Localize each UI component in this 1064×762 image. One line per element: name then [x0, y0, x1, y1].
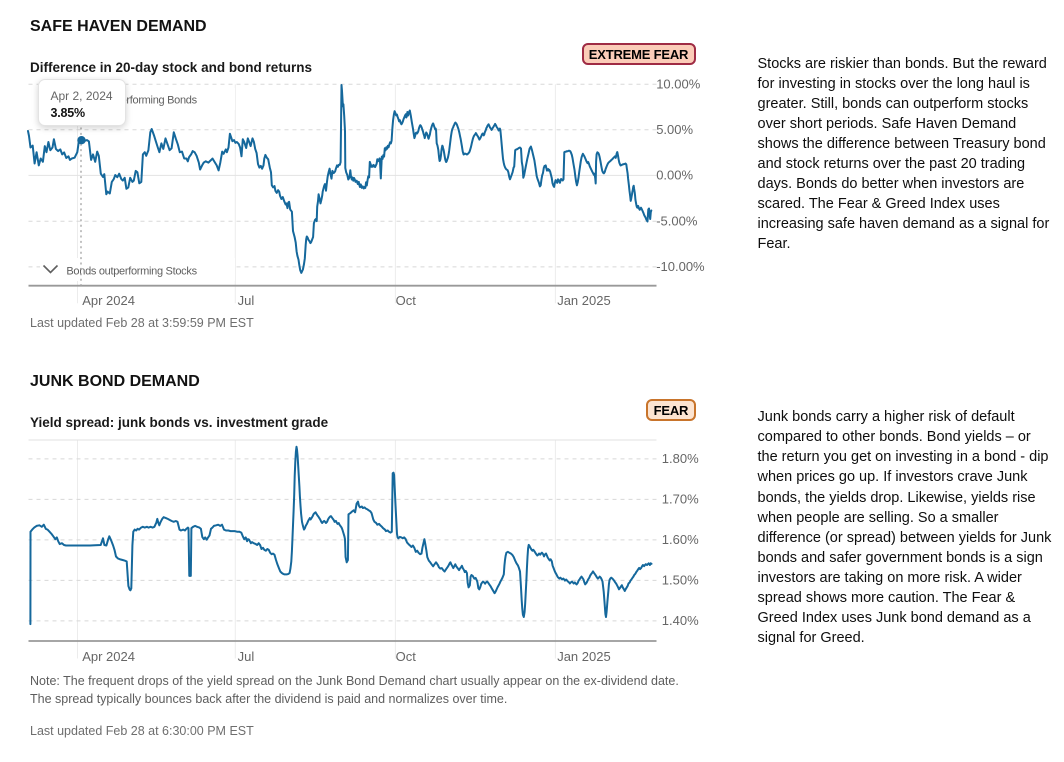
- svg-text:Jul: Jul: [238, 293, 255, 308]
- svg-text:5.00%: 5.00%: [656, 122, 693, 137]
- svg-text:Apr 2024: Apr 2024: [82, 649, 135, 664]
- svg-text:Apr 2024: Apr 2024: [82, 293, 135, 308]
- svg-text:Jul: Jul: [238, 649, 255, 664]
- svg-text:1.80%: 1.80%: [662, 451, 699, 466]
- svg-text:-5.00%: -5.00%: [656, 213, 698, 228]
- svg-text:10.00%: 10.00%: [656, 77, 701, 92]
- svg-text:Jan 2025: Jan 2025: [557, 293, 611, 308]
- svg-text:Jan 2025: Jan 2025: [557, 649, 611, 664]
- svg-text:-10.00%: -10.00%: [656, 259, 705, 274]
- svg-text:Bonds outperforming Stocks: Bonds outperforming Stocks: [66, 265, 197, 277]
- svg-text:Oct: Oct: [396, 293, 417, 308]
- svg-text:1.40%: 1.40%: [662, 613, 699, 628]
- svg-text:0.00%: 0.00%: [656, 168, 693, 183]
- svg-text:1.70%: 1.70%: [662, 492, 699, 507]
- svg-text:Oct: Oct: [396, 649, 417, 664]
- svg-text:1.50%: 1.50%: [662, 573, 699, 588]
- svg-text:1.60%: 1.60%: [662, 532, 699, 547]
